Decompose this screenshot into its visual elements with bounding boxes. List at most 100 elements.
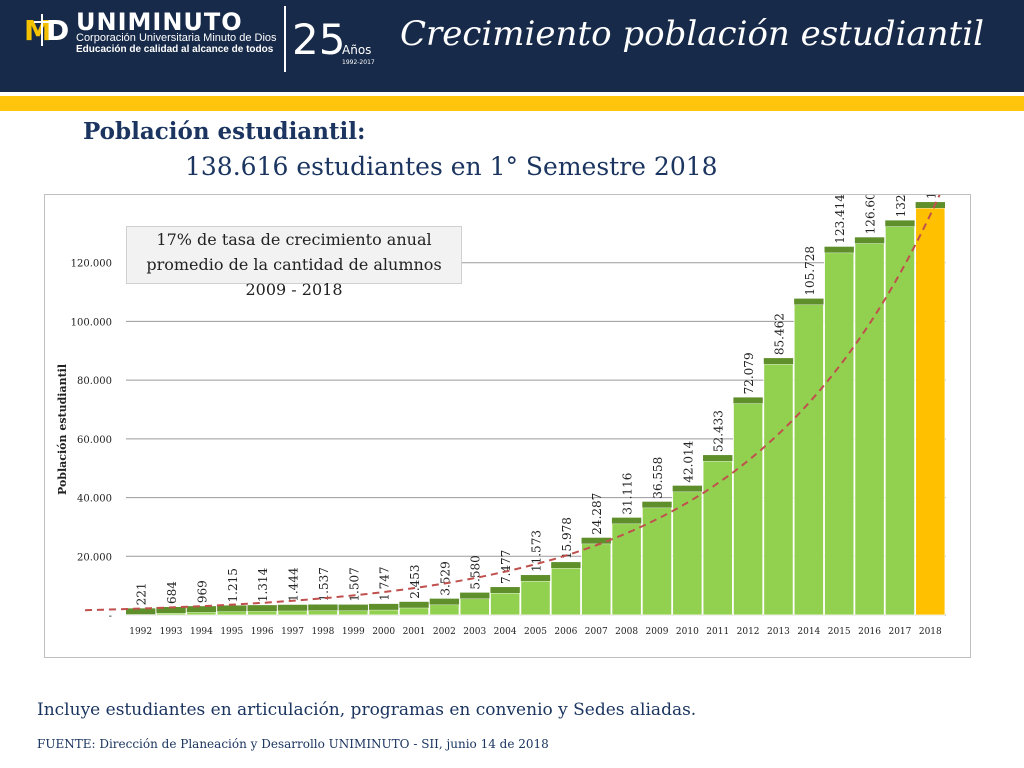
bar-value-label: 132.371	[894, 195, 908, 217]
bar	[307, 610, 338, 616]
x-tick-label: 2005	[524, 627, 547, 637]
bar-top-cap	[460, 592, 490, 599]
bar-value-label: 1.747	[378, 567, 392, 601]
svg-text:M: M	[24, 14, 52, 47]
x-tick-label: 2006	[554, 627, 577, 637]
y-axis-label: Población estudiantil	[56, 364, 69, 495]
source-citation: FUENTE: Dirección de Planeación y Desarr…	[37, 737, 549, 751]
bar-top-cap	[611, 517, 642, 524]
brand-name: UNIMINUTO	[76, 8, 243, 36]
bar	[398, 607, 430, 616]
bar-top-cap	[763, 358, 794, 365]
bar-top-cap	[672, 485, 703, 492]
bar	[550, 567, 581, 616]
bar-value-label: 42.014	[681, 440, 695, 482]
x-tick-label: 2012	[737, 627, 760, 637]
bar-value-label: 85.462	[772, 313, 786, 355]
trendline	[84, 195, 941, 612]
bar-top-cap	[399, 601, 429, 608]
bar	[429, 604, 460, 616]
bar	[581, 543, 612, 616]
x-tick-label: 1997	[281, 627, 304, 637]
bar-top-cap	[854, 237, 885, 244]
bar-value-label: 31.116	[621, 473, 635, 515]
bar-value-label: 684	[165, 581, 179, 604]
x-tick-label: 2016	[858, 627, 881, 637]
accent-bar	[0, 96, 1024, 111]
brand-subtitle: Corporación Universitaria Minuto de Dios	[76, 32, 277, 44]
anniversary-number: 25	[292, 15, 345, 64]
svg-text:D: D	[46, 14, 69, 47]
x-tick-label: 2003	[463, 627, 486, 637]
x-tick-label: 2010	[676, 627, 699, 637]
bar	[915, 207, 946, 616]
bar-value-label: 5.580	[469, 555, 483, 589]
x-tick-label: 2007	[585, 627, 608, 637]
y-tick-label: 20.000	[77, 552, 112, 563]
bar	[763, 363, 794, 616]
bar	[672, 491, 703, 616]
bar-top-cap	[915, 202, 945, 209]
bar	[854, 242, 885, 616]
bar-top-cap	[186, 606, 217, 613]
bar	[641, 507, 673, 616]
y-tick-label: 40.000	[77, 494, 112, 505]
y-tick-label: 100.000	[71, 317, 112, 328]
bar-top-cap	[338, 604, 368, 611]
bar	[824, 252, 855, 616]
bar-value-label: 36.558	[651, 457, 665, 499]
slide-title: Crecimiento población estudiantil	[400, 14, 984, 54]
x-tick-label: 2009	[646, 627, 669, 637]
bar-top-cap	[703, 455, 733, 462]
bar	[277, 610, 308, 616]
header-separator	[0, 92, 1024, 96]
x-tick-label: 2004	[494, 627, 517, 637]
bar-value-label: 2.453	[408, 564, 422, 598]
bar-value-label: 969	[195, 580, 209, 603]
bar	[459, 598, 490, 616]
header-divider	[284, 6, 286, 72]
x-tick-label: 1994	[190, 627, 213, 637]
bar	[338, 610, 369, 616]
bar-value-label: 1.314	[256, 567, 270, 602]
bar-value-label: 138.616	[924, 195, 938, 199]
footnote: Incluye estudiantes en articulación, pro…	[37, 700, 697, 720]
bar-top-cap	[794, 298, 824, 305]
x-tick-label: 2002	[433, 627, 456, 637]
y-tick-label: 60.000	[77, 435, 112, 446]
bar	[247, 610, 278, 616]
x-tick-label: 1999	[342, 627, 365, 637]
bar	[793, 304, 824, 616]
bar-top-cap	[217, 605, 247, 612]
y-tick-label: 120.000	[71, 259, 112, 270]
x-tick-label: 2017	[888, 627, 911, 637]
x-tick-label: 1995	[220, 627, 243, 637]
bar-top-cap	[824, 246, 854, 253]
bar	[702, 460, 733, 616]
bar-top-cap	[733, 397, 763, 404]
bar-top-cap	[308, 604, 338, 611]
bar	[490, 592, 521, 616]
anniversary-years: 1992-2017	[342, 59, 375, 66]
bar-value-label: 123.414	[833, 195, 847, 244]
x-tick-label: 2018	[919, 627, 942, 637]
bar-value-label: 24.287	[590, 493, 604, 535]
bar	[733, 402, 764, 616]
uniminuto-logo-icon: M D	[24, 14, 69, 47]
bar-top-cap	[156, 606, 186, 613]
bar-top-cap	[520, 575, 551, 582]
x-tick-label: 2000	[372, 627, 395, 637]
growth-rate-annotation: 17% de tasa de crecimiento anual promedi…	[126, 226, 462, 299]
bar	[125, 613, 156, 616]
bar-value-label: 15.978	[560, 517, 574, 559]
x-tick-label: 2008	[615, 627, 638, 637]
x-tick-label: 1998	[311, 627, 334, 637]
bar-top-cap	[277, 604, 308, 611]
bar-value-label: 3.529	[438, 561, 452, 595]
x-tick-label: 1992	[129, 627, 152, 637]
bar-top-cap	[581, 537, 611, 544]
bar	[186, 611, 217, 616]
x-tick-label: 1996	[251, 627, 274, 637]
population-bar-chart: - 20.000 40.000 60.000 80.000 100.000 120.000 P…	[56, 195, 946, 637]
bar	[216, 611, 247, 616]
